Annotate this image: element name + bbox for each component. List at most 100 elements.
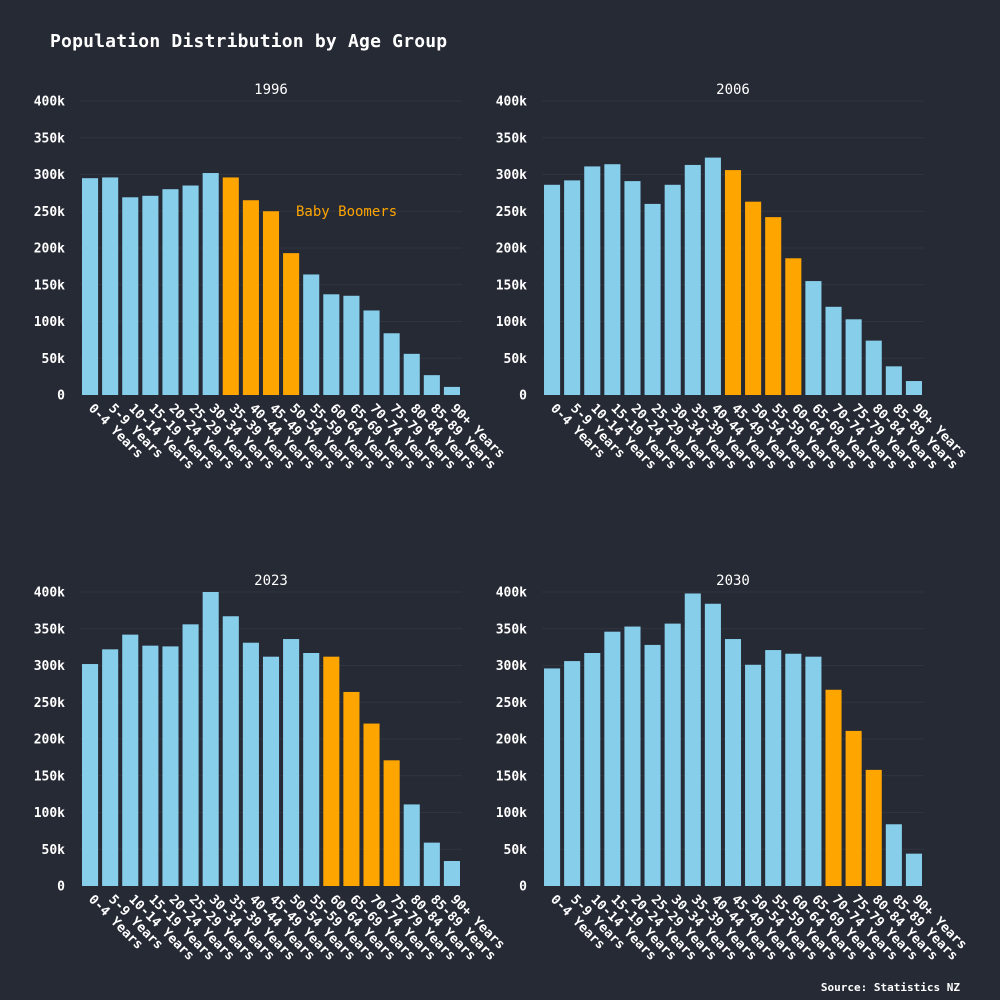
bar-40-44-years xyxy=(704,603,721,886)
subplot-title: 1996 xyxy=(254,82,288,98)
bar-50-54-years xyxy=(745,201,762,395)
bar-65-69-years xyxy=(343,691,360,886)
bar-80-84-years xyxy=(403,353,420,395)
subplot-title: 2023 xyxy=(254,573,288,589)
y-tick-label: 100k xyxy=(34,315,65,330)
y-tick-label: 150k xyxy=(34,769,65,784)
bar-50-54-years xyxy=(283,639,300,886)
bar-20-24-years xyxy=(162,646,179,886)
y-tick-label: 250k xyxy=(34,696,65,711)
bar-55-59-years xyxy=(765,217,782,395)
bar-20-24-years xyxy=(624,181,641,395)
bar-65-69-years xyxy=(805,656,822,886)
bar-10-14-years xyxy=(122,634,139,886)
bar-90-years xyxy=(443,861,460,886)
y-tick-label: 250k xyxy=(496,696,527,711)
bar-15-19-years xyxy=(142,195,159,395)
y-tick-label: 0 xyxy=(57,389,65,404)
annotation-label: Baby Boomers xyxy=(296,204,397,220)
bar-0-4-years xyxy=(82,664,99,886)
bar-25-29-years xyxy=(644,203,661,395)
bar-50-54-years xyxy=(283,253,300,395)
bar-80-84-years xyxy=(865,769,882,886)
bar-0-4-years xyxy=(82,178,99,395)
chart-panel-2006: 050k100k150k200k250k300k350k400k20060-4 … xyxy=(496,82,970,473)
bar-85-89-years xyxy=(885,824,902,886)
bar-60-64-years xyxy=(323,656,340,886)
bar-30-34-years xyxy=(202,173,219,395)
bar-15-19-years xyxy=(604,631,621,886)
bar-25-29-years xyxy=(182,185,199,395)
source-note: Source: Statistics NZ xyxy=(820,981,960,994)
bar-30-34-years xyxy=(664,623,681,886)
bar-50-54-years xyxy=(745,664,762,886)
bar-75-79-years xyxy=(845,319,862,395)
bar-70-74-years xyxy=(825,689,842,886)
bar-65-69-years xyxy=(805,281,822,395)
y-tick-label: 50k xyxy=(504,843,528,858)
bar-0-4-years xyxy=(544,668,561,886)
bar-80-84-years xyxy=(865,340,882,395)
bar-5-9-years xyxy=(102,177,119,395)
bar-90-years xyxy=(443,386,460,395)
bar-45-49-years xyxy=(262,211,280,395)
y-tick-label: 100k xyxy=(496,806,527,821)
bar-60-64-years xyxy=(785,653,802,886)
bar-90-years xyxy=(905,853,922,886)
bar-5-9-years xyxy=(564,180,581,395)
bar-80-84-years xyxy=(403,804,420,886)
bar-55-59-years xyxy=(303,653,320,886)
bar-35-39-years xyxy=(222,177,239,395)
bar-40-44-years xyxy=(242,642,259,886)
y-tick-label: 150k xyxy=(34,278,65,293)
bar-65-69-years xyxy=(343,295,360,395)
bar-45-49-years xyxy=(724,170,742,395)
y-tick-label: 100k xyxy=(34,806,65,821)
chart-panel-1996: 050k100k150k200k250k300k350k400k19960-4 … xyxy=(34,82,508,473)
y-tick-label: 400k xyxy=(34,95,65,110)
y-tick-label: 350k xyxy=(34,131,65,146)
y-tick-label: 50k xyxy=(42,843,66,858)
y-tick-label: 0 xyxy=(57,880,65,895)
y-tick-label: 350k xyxy=(496,131,527,146)
y-tick-label: 350k xyxy=(496,622,527,637)
bar-55-59-years xyxy=(765,650,782,886)
subplot-title: 2030 xyxy=(716,573,750,589)
bar-75-79-years xyxy=(845,730,862,886)
bar-60-64-years xyxy=(785,258,802,395)
bar-20-24-years xyxy=(624,626,641,886)
y-tick-label: 200k xyxy=(496,242,527,257)
bar-35-39-years xyxy=(222,616,239,886)
chart-panel-2030: 050k100k150k200k250k300k350k400k20300-4 … xyxy=(496,573,970,964)
bar-15-19-years xyxy=(142,645,159,886)
bar-45-49-years xyxy=(724,639,742,886)
bar-70-74-years xyxy=(825,306,842,395)
bar-75-79-years xyxy=(383,333,400,395)
bar-55-59-years xyxy=(303,274,320,395)
y-tick-label: 300k xyxy=(34,659,65,674)
bar-40-44-years xyxy=(242,200,259,395)
bar-75-79-years xyxy=(383,760,400,886)
bar-90-years xyxy=(905,381,922,395)
bar-85-89-years xyxy=(423,842,440,886)
bar-15-19-years xyxy=(604,164,621,395)
y-tick-label: 400k xyxy=(496,586,527,601)
y-tick-label: 250k xyxy=(496,205,527,220)
figure-title: Population Distribution by Age Group xyxy=(50,31,448,52)
bar-25-29-years xyxy=(644,644,661,886)
bar-35-39-years xyxy=(684,164,701,395)
y-tick-label: 200k xyxy=(34,242,65,257)
y-tick-label: 300k xyxy=(496,659,527,674)
y-tick-label: 400k xyxy=(34,586,65,601)
bar-70-74-years xyxy=(363,310,380,395)
bar-5-9-years xyxy=(564,661,581,886)
chart-panel-2023: 050k100k150k200k250k300k350k400k20230-4 … xyxy=(34,573,508,964)
y-tick-label: 200k xyxy=(496,733,527,748)
bar-20-24-years xyxy=(162,189,179,395)
bar-35-39-years xyxy=(684,593,701,886)
y-tick-label: 400k xyxy=(496,95,527,110)
y-tick-label: 200k xyxy=(34,733,65,748)
y-tick-label: 300k xyxy=(496,168,527,183)
